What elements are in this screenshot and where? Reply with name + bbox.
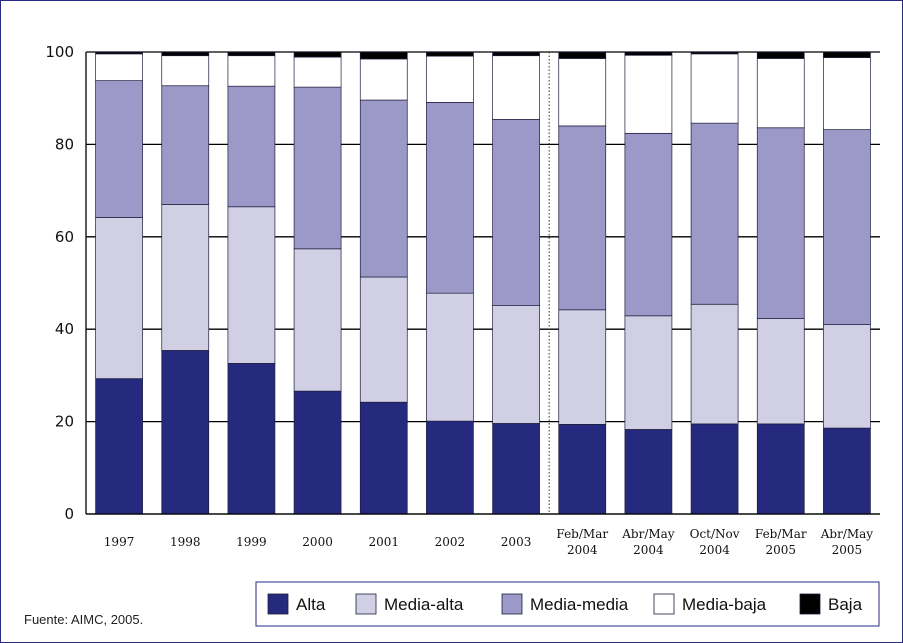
bar-segment	[293, 86, 342, 250]
x-tick-label: 2002	[435, 535, 466, 549]
legend-label-baja: Baja	[828, 595, 863, 614]
bar-segment	[756, 51, 805, 59]
bar-segment	[161, 51, 210, 57]
x-tick-label: Feb/Mar 2004	[556, 527, 608, 557]
bar-segment	[359, 401, 408, 515]
bar-segment	[293, 56, 342, 88]
bar-segment	[756, 127, 805, 319]
bar-segment	[293, 248, 342, 392]
x-tick-label: 1997	[104, 535, 135, 549]
bar-segment	[624, 51, 673, 56]
bar-segment	[492, 51, 540, 57]
bar-segment	[624, 429, 673, 515]
bar-segment	[359, 276, 408, 403]
legend-label-media-media: Media-media	[530, 595, 629, 614]
bar-segment	[95, 80, 143, 218]
legend-label-alta: Alta	[296, 595, 326, 614]
bar-segment	[690, 303, 739, 425]
bar-segment	[95, 217, 143, 379]
bar-segment	[359, 58, 408, 101]
bar-segment	[227, 55, 276, 87]
legend-swatch-baja	[799, 593, 821, 615]
bar-segment	[756, 423, 805, 515]
bar-segment	[624, 315, 673, 430]
bar-segment	[624, 54, 673, 134]
bar-segment	[823, 129, 871, 325]
x-tick-label: 1999	[236, 535, 267, 549]
bar-segment	[161, 204, 210, 351]
bar-segment	[690, 53, 739, 124]
bar-segment	[227, 363, 276, 515]
bar-segment	[823, 51, 871, 58]
bar-segment	[492, 55, 540, 120]
bar-segment	[359, 99, 408, 278]
x-tick-label: Abr/May 2004	[621, 527, 675, 557]
x-tick-label: 2001	[368, 535, 399, 549]
legend-swatch-media-media	[501, 593, 523, 615]
bar-segment	[95, 51, 143, 55]
legend-box	[255, 581, 880, 627]
y-tick-label: 60	[55, 228, 74, 246]
y-tick-label: 80	[55, 135, 74, 153]
bar-segment	[426, 55, 474, 103]
x-tick-label: 2003	[501, 535, 532, 549]
legend-label-media-alta: Media-alta	[384, 595, 464, 614]
bar-segment	[227, 85, 276, 208]
bar-segment	[823, 324, 871, 429]
bar-segment	[558, 125, 607, 311]
bar-segment	[558, 51, 607, 59]
bar-segment	[161, 85, 210, 205]
y-tick-label: 100	[45, 43, 74, 61]
bar-segment	[558, 309, 607, 425]
bar-segment	[756, 318, 805, 425]
x-tick-label: Abr/May 2005	[820, 527, 874, 557]
bar-segment	[227, 206, 276, 364]
x-tick-label: 1998	[170, 535, 201, 549]
legend-swatch-alta	[267, 593, 289, 615]
bar-segment	[95, 53, 143, 81]
y-tick-label: 20	[55, 413, 74, 431]
bar-segment	[359, 51, 408, 60]
bar-segment	[227, 51, 276, 57]
bar-segment	[293, 51, 342, 58]
x-tick-label: 2000	[302, 535, 333, 549]
legend-swatch-media-baja	[653, 593, 675, 615]
bar-segment	[426, 420, 474, 515]
source-note: Fuente: AIMC, 2005.	[24, 612, 144, 627]
bar-segment	[293, 390, 342, 515]
x-tick-label: Feb/Mar 2005	[755, 527, 807, 557]
bar-segment	[690, 423, 739, 515]
legend-label-media-baja: Media-baja	[682, 595, 767, 614]
legend-swatch-media-alta	[355, 593, 377, 615]
bar-segment	[690, 122, 739, 305]
bar-segment	[492, 119, 540, 306]
bar-segment	[161, 350, 210, 515]
bar-segment	[558, 58, 607, 127]
bar-segment	[426, 102, 474, 294]
bar-segment	[823, 427, 871, 515]
bar-segment	[426, 51, 474, 57]
bar-segment	[558, 424, 607, 515]
bar-segment	[492, 423, 540, 515]
bar-segment	[95, 378, 143, 515]
bar-segment	[756, 58, 805, 129]
y-tick-label: 0	[64, 505, 74, 523]
bar-segment	[823, 57, 871, 130]
bar-segment	[161, 55, 210, 87]
y-tick-label: 40	[55, 320, 74, 338]
x-tick-label: Oct/Nov 2004	[690, 527, 740, 557]
bar-segment	[624, 132, 673, 317]
bar-segment	[492, 305, 540, 424]
bar-segment	[426, 292, 474, 422]
bar-segment	[690, 51, 739, 55]
